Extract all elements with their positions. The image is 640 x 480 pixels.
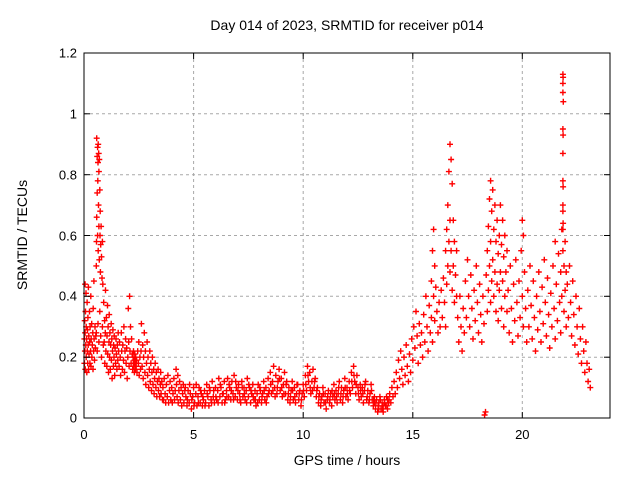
y-tick-label: 0 [69,410,77,426]
axis-ticks [83,52,610,419]
y-tick-label: 0.6 [58,228,77,243]
x-axis-label: GPS time / hours [293,452,401,468]
y-tick-label: 1 [69,106,77,122]
x-tick-label: 5 [189,427,198,442]
y-tick-label: 0.8 [58,167,77,183]
x-tick-label: 0 [80,427,88,442]
x-tick-label: 10 [295,427,311,442]
data-points [81,71,594,418]
x-tick-label: 20 [515,427,530,442]
grid-lines [84,53,610,418]
y-tick-label: 0.4 [58,288,77,304]
x-tick-label: 15 [405,427,421,442]
chart-title: Day 014 of 2023, SRMTID for receiver p01… [210,17,484,33]
y-tick-label: 1.2 [58,45,77,61]
y-tick-label: 0.2 [58,349,77,365]
